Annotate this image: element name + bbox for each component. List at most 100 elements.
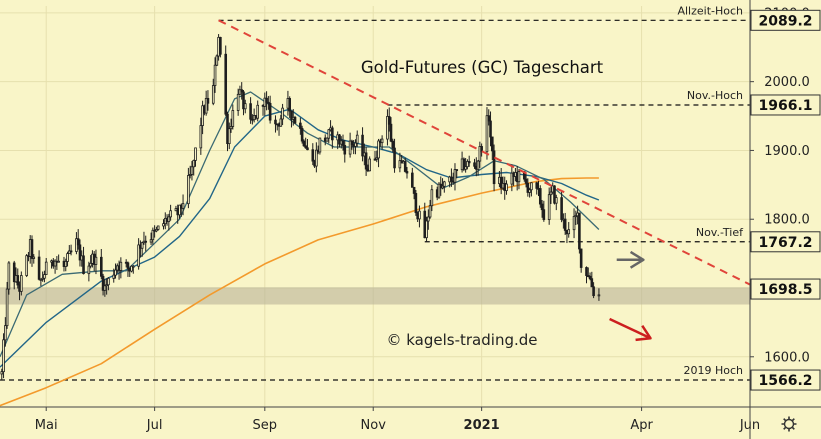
candle-body [592,286,595,297]
candle-body [37,256,41,280]
candle-body [578,212,581,250]
candle-body [476,160,480,170]
candle-body [441,185,444,189]
candle-body [510,172,514,185]
candle-body [528,189,531,193]
candle-body [489,120,492,138]
x-tick-label: Nov [361,418,387,433]
candle-body [304,145,307,149]
x-tick-label: Sep [253,418,278,433]
settings-gear-icon[interactable] [781,416,797,432]
candle-body [437,183,441,198]
candle-body [44,261,48,275]
candle-body [554,197,558,204]
candle-body [414,193,418,214]
candle-body [526,182,530,193]
candle-body [567,229,571,235]
candle-body [428,205,432,218]
candle-body [540,203,544,211]
candle-body [354,142,357,147]
candle-body [66,253,69,262]
candle-body [288,98,291,112]
y-tick-label: 1600.0 [764,350,810,365]
x-tick-label: 2021 [464,418,500,433]
candle-body [505,183,508,192]
candle-body [7,262,11,290]
candle-body [517,171,521,183]
candle-body [315,149,318,167]
candle-body [112,274,116,279]
resistance-trendline [218,19,751,286]
candle-body [524,178,528,184]
candle-body [242,91,245,110]
candle-body [155,229,158,232]
candle-body [192,160,196,168]
candle-body [377,140,380,159]
candle-body [240,89,244,93]
candle-body [89,262,92,267]
candle-body [597,294,601,297]
candle-body [579,248,583,268]
candle-body [107,277,110,286]
candle-body [87,265,91,275]
candle-body [387,116,391,125]
candle-body [64,261,68,267]
candle-body [418,210,421,220]
y-tick-label: 2000.0 [764,75,810,90]
candle-body [32,256,36,259]
y-tick-label: 1800.0 [764,213,810,228]
candle-body [393,147,396,169]
support-zone [0,287,750,305]
candle-body [318,137,322,153]
x-tick-label: Apr [630,418,653,433]
sma200-line [0,177,599,407]
x-tick-label: Mai [35,418,58,433]
candle-body [412,186,416,194]
candle-body [249,103,252,120]
candle-body [572,216,576,231]
candle-body [585,267,588,276]
candle-body [386,116,389,140]
candle-body [473,162,476,167]
candle-body [43,274,46,279]
candle-body [464,166,467,170]
candle-body [256,104,260,119]
candle-body [343,145,347,155]
candle-body [57,260,60,263]
candle-body [405,171,409,174]
candle-body [126,262,130,269]
candle-body [364,152,368,170]
current-price-box [750,278,821,300]
candle-body [455,169,459,171]
candle-body [39,278,43,281]
candle-body [103,285,107,291]
candle-body [130,265,133,272]
candle-body [199,125,203,149]
candle-body [338,134,341,145]
candle-body [398,160,402,169]
candle-body [100,256,103,277]
candle-body [485,115,489,153]
candle-body [149,239,153,243]
candle-body [466,161,469,168]
candle-body [299,122,302,129]
candle-body [187,175,190,205]
candle-body [487,115,491,122]
candle-body [281,107,284,120]
candle-body [478,146,482,162]
watermark: © kagels-trading.de [386,331,537,349]
candle-body [265,97,268,103]
x-tick-label: Jul [146,418,163,433]
candle-body [453,169,457,183]
candle-body [553,185,556,204]
candle-body [69,250,73,253]
candle-body [427,216,430,222]
price-level-value: 2089.2 [758,13,812,29]
candle-body [194,147,197,161]
price-level-label: Allzeit-Hoch [677,4,743,17]
candle-body [178,204,181,216]
candle-body [211,85,215,104]
candle-body [467,161,471,164]
candle-body [94,256,98,265]
candle-body [300,128,304,142]
